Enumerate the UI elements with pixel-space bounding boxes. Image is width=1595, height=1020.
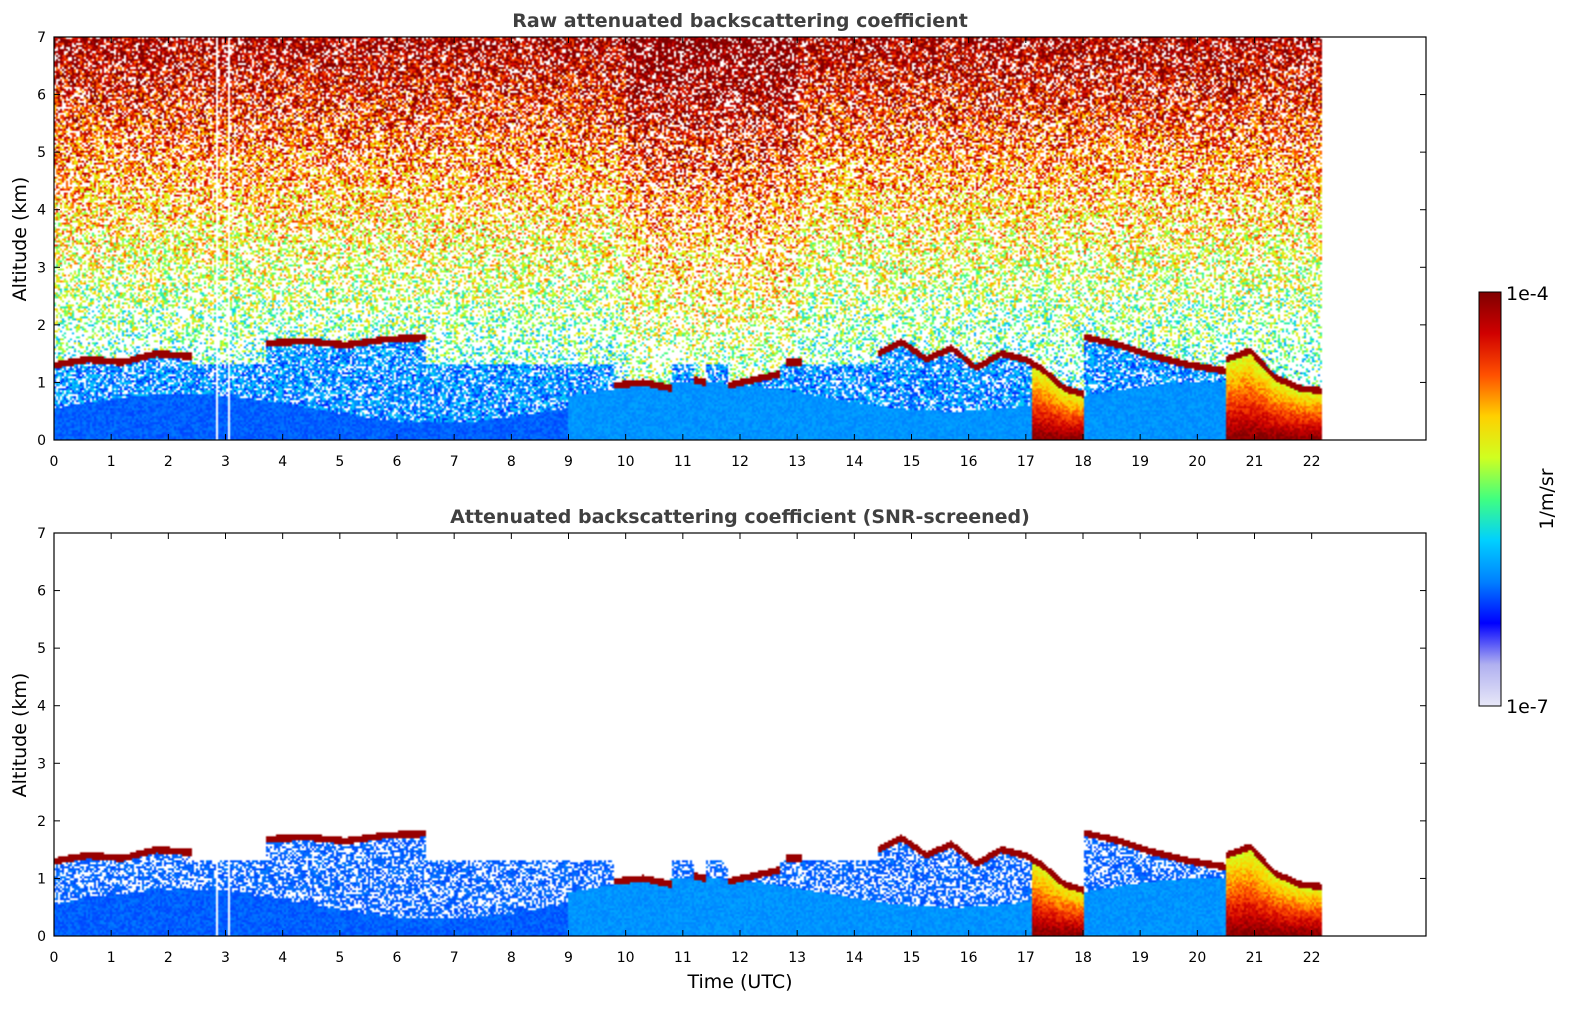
y-tick-label: 0 [37,433,46,449]
y-tick-label: 6 [37,584,46,600]
x-axis: 0 1 2 3 4 5 6 7 8 9 10 11 12 13 14 15 16 17 18 19 20 21 22 [50,533,1321,966]
panel-title: Raw attenuated backscattering coefficien… [512,10,968,32]
x-axis-label: Time (UTC) [686,971,792,993]
x-tick-label: 14 [845,454,863,470]
x-tick-label: 12 [731,950,749,966]
x-tick-label: 3 [221,454,230,470]
x-tick-label: 21 [1246,454,1264,470]
x-tick-label: 21 [1246,950,1264,966]
x-tick-label: 8 [507,454,516,470]
y-tick-label: 5 [37,641,46,657]
x-tick-label: 11 [674,454,692,470]
x-axis: 0 1 2 3 4 5 6 7 8 9 10 11 12 13 14 15 16 17 18 19 20 21 22 [50,37,1321,470]
x-tick-label: 11 [674,950,692,966]
colorbar-min-label: 1e-7 [1506,696,1549,718]
y-tick-label: 3 [37,260,46,276]
x-tick-label: 2 [164,454,173,470]
colorbar: 1e-4 1e-7 1/m/sr [1478,283,1558,718]
colorbar-unit-label: 1/m/sr [1536,468,1558,529]
x-tick-label: 8 [507,950,516,966]
x-tick-label: 16 [960,454,978,470]
x-tick-label: 17 [1017,454,1035,470]
x-tick-label: 20 [1188,454,1206,470]
x-tick-label: 16 [960,950,978,966]
x-tick-label: 0 [50,950,59,966]
x-tick-label: 4 [278,454,287,470]
x-tick-label: 10 [617,454,635,470]
x-tick-label: 7 [450,454,459,470]
x-tick-label: 22 [1303,950,1321,966]
y-tick-label: 1 [37,871,46,887]
x-tick-label: 6 [393,950,402,966]
x-tick-label: 12 [731,454,749,470]
x-tick-label: 15 [903,454,921,470]
y-tick-label: 4 [37,699,46,715]
x-tick-label: 7 [450,950,459,966]
y-tick-label: 2 [37,814,46,830]
panel-title: Attenuated backscattering coefficient (S… [450,506,1030,528]
x-tick-label: 20 [1188,950,1206,966]
y-tick-label: 6 [37,88,46,104]
x-tick-label: 1 [107,454,116,470]
y-axis: 0 1 2 3 4 5 6 7 [37,30,1426,449]
x-tick-label: 2 [164,950,173,966]
y-tick-label: 1 [37,375,46,391]
x-tick-label: 17 [1017,950,1035,966]
y-tick-label: 7 [37,526,46,542]
y-tick-label: 2 [37,318,46,334]
snr-screened-panel: Attenuated backscattering coefficient (S… [9,506,1427,993]
x-tick-label: 13 [788,454,806,470]
x-tick-label: 0 [50,454,59,470]
y-tick-label: 7 [37,30,46,46]
x-tick-label: 18 [1074,950,1092,966]
x-tick-label: 6 [393,454,402,470]
raw-backscatter-panel: Raw attenuated backscattering coefficien… [9,10,1427,470]
snr-screened-heatmap [54,533,1426,936]
x-tick-label: 19 [1131,950,1149,966]
raw-backscatter-heatmap [54,37,1426,440]
x-tick-label: 4 [278,950,287,966]
colorbar-max-label: 1e-4 [1506,283,1549,305]
x-tick-label: 15 [903,950,921,966]
x-tick-label: 5 [335,454,344,470]
y-tick-label: 5 [37,145,46,161]
y-axis: 0 1 2 3 4 5 6 7 [37,526,1426,945]
x-tick-label: 18 [1074,454,1092,470]
x-tick-label: 5 [335,950,344,966]
colorbar-gradient [1478,291,1502,707]
x-tick-label: 14 [845,950,863,966]
x-tick-label: 10 [617,950,635,966]
x-tick-label: 1 [107,950,116,966]
y-tick-label: 4 [37,203,46,219]
x-tick-label: 22 [1303,454,1321,470]
x-tick-label: 3 [221,950,230,966]
y-tick-label: 3 [37,756,46,772]
y-axis-label: Altitude (km) [9,177,31,302]
x-tick-label: 9 [564,454,573,470]
y-axis-label: Altitude (km) [9,673,31,798]
y-tick-label: 0 [37,929,46,945]
x-tick-label: 13 [788,950,806,966]
x-tick-label: 9 [564,950,573,966]
x-tick-label: 19 [1131,454,1149,470]
